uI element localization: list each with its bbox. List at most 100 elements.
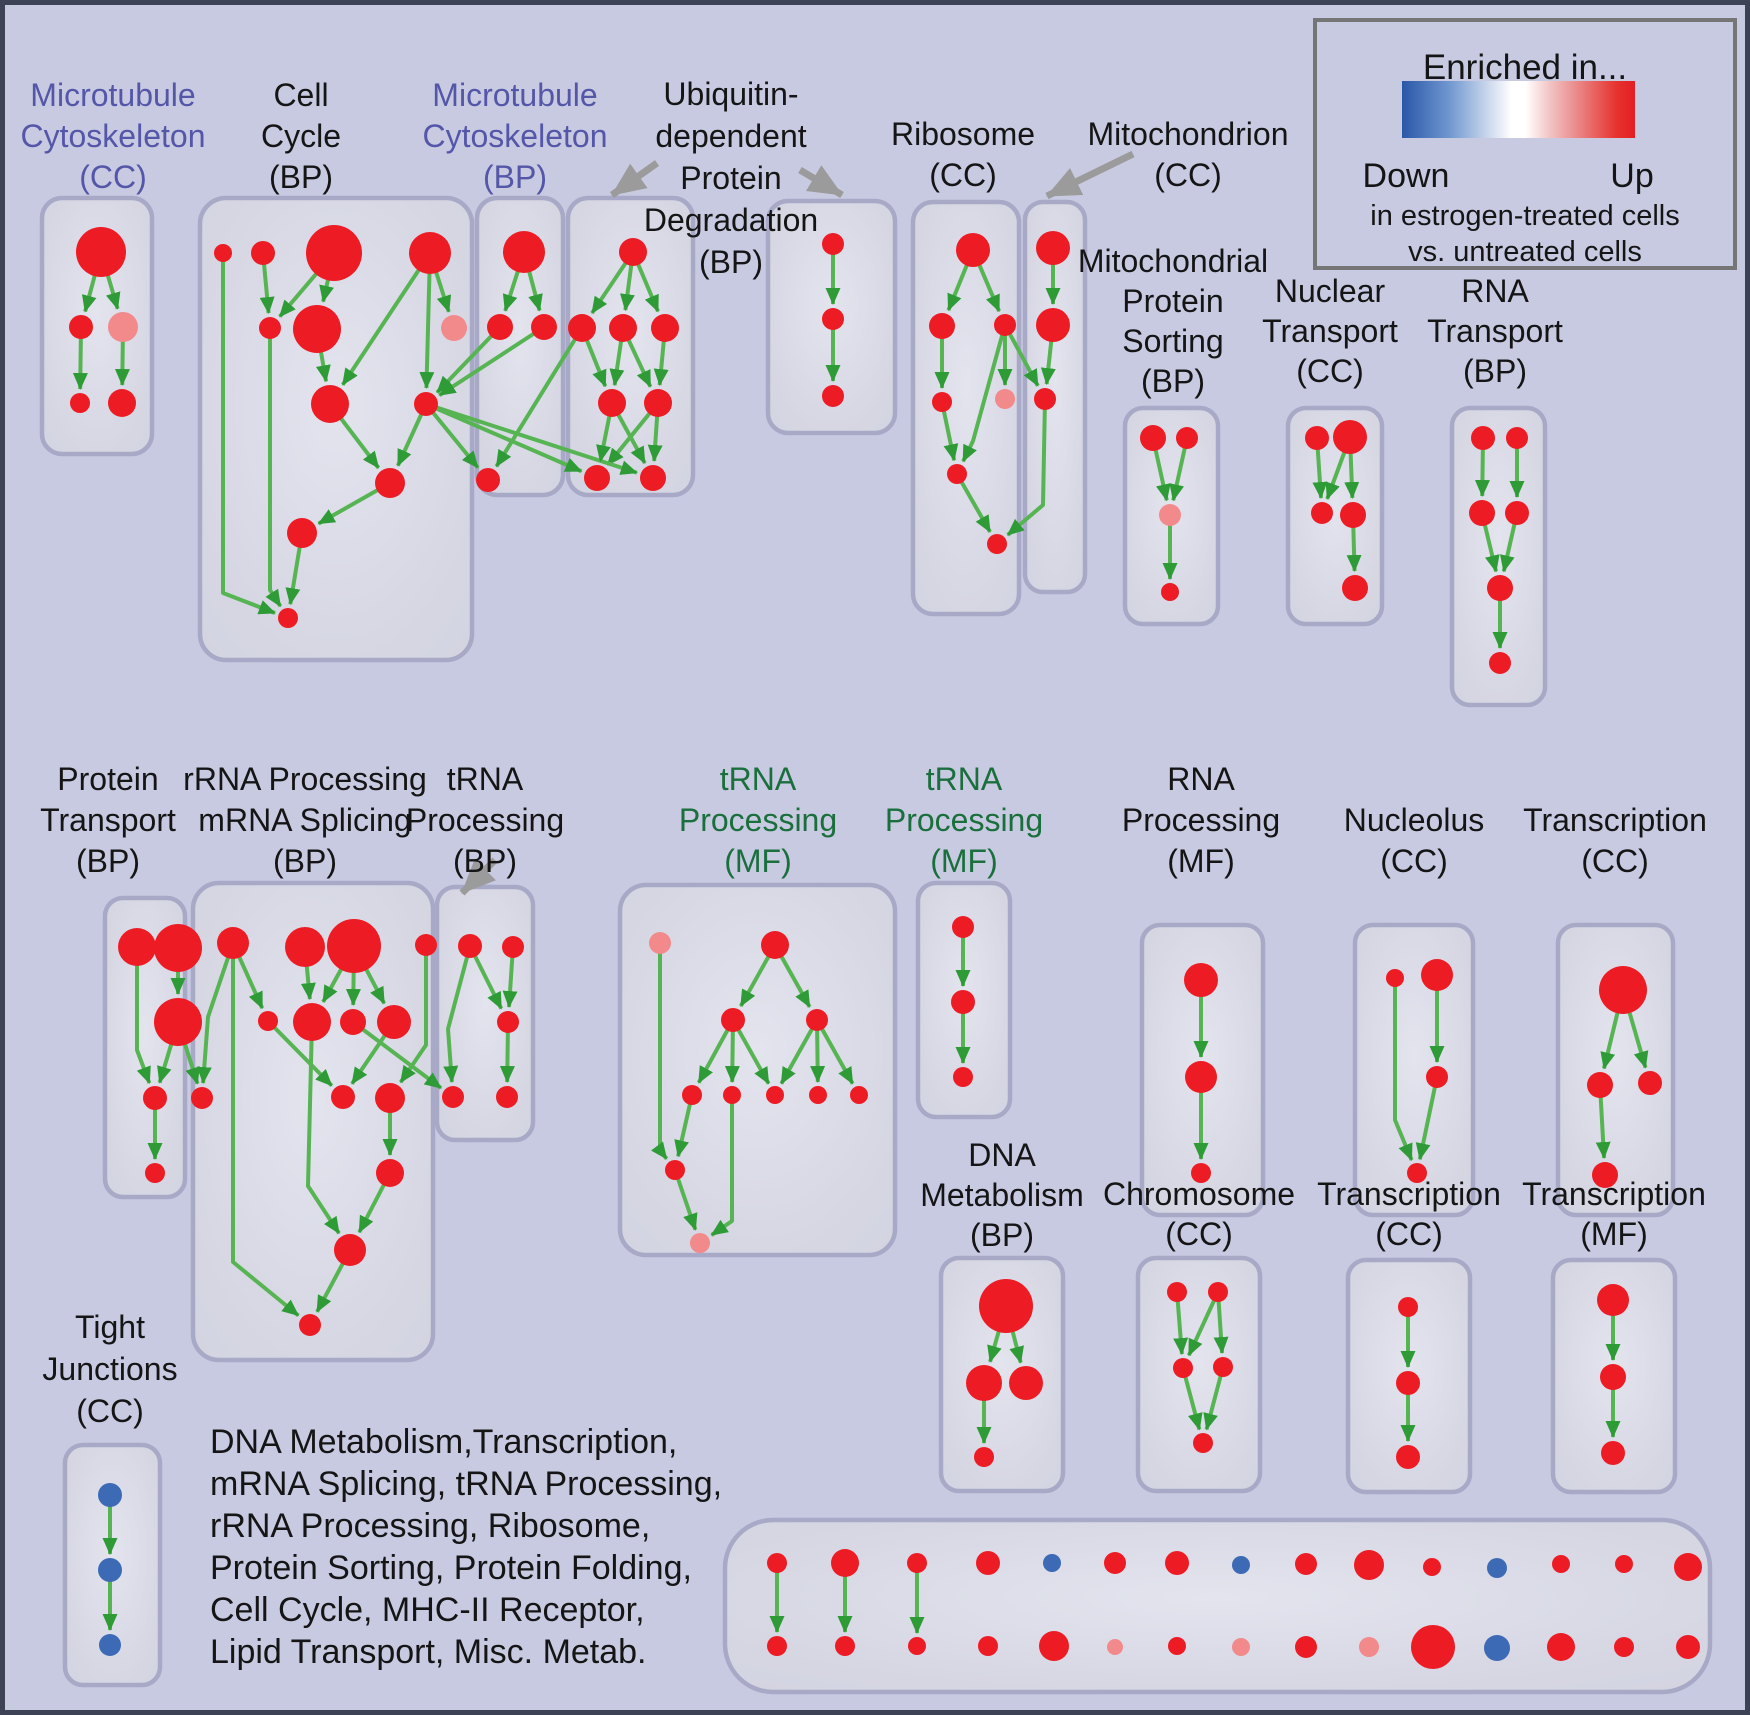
edge-cc8-u6	[425, 402, 583, 474]
node-bt3	[976, 1551, 1000, 1575]
node-tm5	[723, 1086, 741, 1104]
label-ubiquitin-dependent-protein-degradation-bp: Degradation	[644, 202, 818, 238]
node-rt2	[1469, 500, 1495, 526]
node-bb11	[1484, 1635, 1510, 1661]
node-un1	[822, 308, 844, 330]
node-rr3	[415, 934, 437, 956]
edge-cc8-mb3	[424, 402, 480, 469]
node-bt4	[1043, 1554, 1061, 1572]
node-tm7	[809, 1086, 827, 1104]
node-bt6	[1165, 1551, 1189, 1575]
node-rr11	[334, 1234, 366, 1266]
edge-tm4-tm9	[674, 1094, 694, 1158]
node-pt4	[191, 1087, 213, 1109]
node-mc4	[108, 389, 136, 417]
edge-tm5-tm10	[710, 1095, 734, 1237]
node-bb10	[1411, 1625, 1455, 1669]
cluster-box-misc-bottom	[722, 1517, 1713, 1695]
label-nucleolus-cc: (CC)	[1380, 843, 1448, 879]
node-m2	[1034, 388, 1056, 410]
label-tight-junctions-cc: Junctions	[42, 1351, 177, 1387]
label-ubiquitin-dependent-protein-degradation-bp: Protein	[680, 160, 781, 196]
gray-arrow-trna-bp-label-to-box	[459, 857, 498, 896]
node-cc4	[259, 317, 281, 339]
node-rp0	[1184, 963, 1218, 997]
node-p2	[1159, 504, 1181, 526]
edge-rb2-rb5	[961, 324, 1007, 463]
node-u1	[568, 314, 596, 342]
label-ribosome-cc: Ribosome	[891, 116, 1035, 152]
edge-nu2-nu3	[1415, 1076, 1439, 1161]
label-trna-processing-mf-2: Processing	[885, 802, 1043, 838]
label-trna-processing-bp: (BP)	[453, 843, 517, 879]
label-trna-processing-bp: Processing	[406, 802, 564, 838]
cluster-box-nucleolus	[1352, 922, 1476, 1218]
label-mitochondrial-protein-sorting-bp: Sorting	[1122, 323, 1223, 359]
node-rr1	[285, 927, 325, 967]
node-rt0	[1471, 426, 1495, 450]
label-protein-transport-bp: Transport	[40, 802, 176, 838]
label-mitochondrion-cc: Mitochondrion	[1088, 116, 1289, 152]
node-dm0	[979, 1279, 1033, 1333]
label-trna-processing-mf-2: tRNA	[926, 761, 1003, 797]
legend: Enriched in... Down Up in estrogen-treat…	[1313, 18, 1737, 270]
node-cc3	[409, 232, 451, 274]
cluster-box-dna-metabolism	[938, 1255, 1066, 1494]
edge-tm2-tm6	[731, 1019, 771, 1085]
node-rt5	[1489, 652, 1511, 674]
label-chromosome-cc: (CC)	[1165, 1216, 1233, 1252]
edge-rr0-rr12	[231, 943, 300, 1318]
node-pt1	[154, 924, 202, 972]
node-nu0	[1386, 969, 1404, 987]
label-trna-processing-mf-1: tRNA	[720, 761, 797, 797]
node-tm8	[850, 1086, 868, 1104]
edge-ch1-ch3	[1213, 1291, 1229, 1355]
edge-ch1-ch2	[1187, 1291, 1220, 1357]
edge-u1-mb3	[494, 326, 584, 468]
node-tb3	[442, 1086, 464, 1108]
node-rr9	[375, 1083, 405, 1113]
node-tm9	[665, 1160, 685, 1180]
node-bt14	[1674, 1553, 1702, 1581]
node-cc6	[441, 315, 467, 341]
node-pt5	[145, 1163, 165, 1183]
label-rrna-processing-mrna-splicing-bp: (BP)	[273, 843, 337, 879]
edge-tm0-tm9	[651, 943, 669, 1160]
node-tm6	[766, 1086, 784, 1104]
label-transcription-cc-row3: (CC)	[1375, 1216, 1443, 1252]
node-un2	[822, 385, 844, 407]
label-microtubule-cytoskeleton-bp: Microtubule	[432, 77, 597, 113]
node-cc11	[278, 608, 298, 628]
label-trna-processing-mf-2: (MF)	[930, 843, 998, 879]
cluster-box-chromosome	[1135, 1255, 1263, 1494]
node-cc5	[293, 305, 341, 353]
node-p0	[1140, 425, 1166, 451]
node-rr8	[331, 1085, 355, 1109]
edge-tm3-tm6	[779, 1019, 819, 1085]
label-transcription-cc-row3: Transcription	[1317, 1176, 1501, 1212]
node-bt10	[1423, 1558, 1441, 1576]
node-mb3	[476, 468, 500, 492]
node-nt4	[1342, 575, 1368, 601]
node-mc2	[108, 312, 138, 342]
notes-line: DNA Metabolism,Transcription,	[210, 1423, 678, 1461]
node-tm2	[721, 1008, 745, 1032]
node-tb0	[458, 934, 482, 958]
node-nt0	[1305, 426, 1329, 450]
label-cell-cycle-bp: (BP)	[269, 159, 333, 195]
node-bt12	[1552, 1555, 1570, 1573]
node-tn1	[951, 990, 975, 1014]
edge-tb0-tb3	[443, 945, 472, 1084]
legend-up-label: Up	[1610, 157, 1654, 195]
legend-subtitle-line2: vs. untreated cells	[1408, 236, 1642, 268]
node-rt4	[1487, 575, 1513, 601]
label-rna-processing-mf: RNA	[1167, 761, 1235, 797]
notes-line: Cell Cycle, MHC-II Receptor,	[210, 1591, 645, 1629]
label-ubiquitin-dependent-protein-degradation-bp: Ubiquitin-	[663, 76, 798, 112]
node-nu1	[1421, 959, 1453, 991]
node-rp2	[1191, 1163, 1211, 1183]
label-ubiquitin-dependent-protein-degradation-bp: (BP)	[699, 244, 763, 280]
node-rt1	[1506, 427, 1528, 449]
node-bb9	[1359, 1637, 1379, 1657]
gray-arrow-ubiquitin-label-to-box-2	[798, 165, 844, 199]
